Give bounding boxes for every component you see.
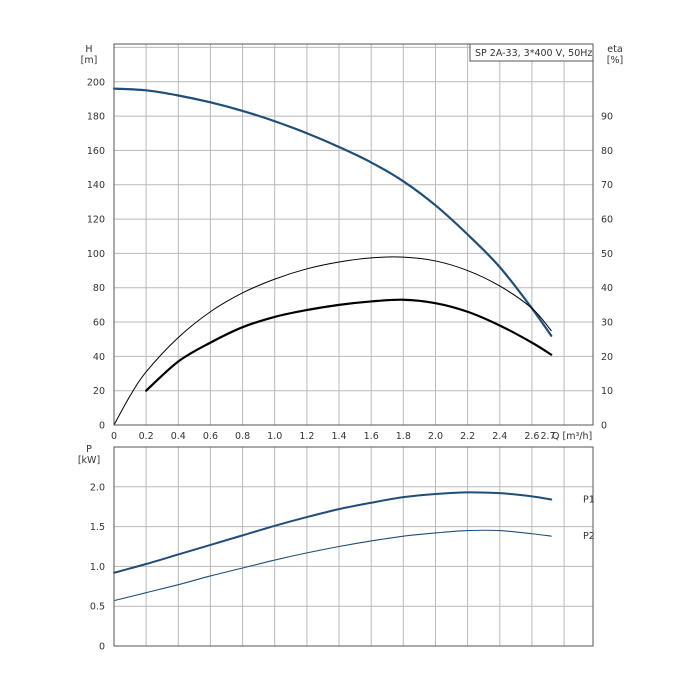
y2-tick-label: 60 xyxy=(601,215,613,226)
chart-labels: 0 0.2 0.4 0.6 0.8 1.0 1.2 1.4 1.6 1.8 2.0 2.2 2.4 2.6… xyxy=(78,44,623,653)
y2-tick-label: 40 xyxy=(601,283,613,294)
y2-tick-label: 10 xyxy=(601,386,613,397)
y-tick-label: 200 xyxy=(87,77,105,88)
x-tick-label: 1.0 xyxy=(267,431,282,442)
x-tick-label: 1.6 xyxy=(364,431,379,442)
p-tick-label: 1.0 xyxy=(90,562,105,573)
y-tick-label: 180 xyxy=(87,112,105,123)
bottom-plot-frame xyxy=(113,446,594,647)
y-tick-label: 100 xyxy=(87,249,105,260)
x-tick-label: 0.4 xyxy=(171,431,186,442)
y-tick-label: 20 xyxy=(93,386,105,397)
x-tick-label: 2.7 xyxy=(540,431,555,442)
y2-axis-label: eta xyxy=(607,44,622,55)
power-curve-p2 xyxy=(113,529,552,602)
x-tick-label: 1.2 xyxy=(299,431,314,442)
y2-tick-label: 50 xyxy=(601,249,613,260)
x-tick-label: 0 xyxy=(111,431,117,442)
y2-axis-label: [%] xyxy=(607,55,623,66)
y-axis-label: [m] xyxy=(81,55,98,66)
p-tick-label: 2.0 xyxy=(90,482,105,493)
bottom-grid xyxy=(114,447,593,646)
x-tick-label: 2.4 xyxy=(492,431,507,442)
y-tick-label: 140 xyxy=(87,180,105,191)
x-axis-label: Q [m³/h] xyxy=(552,431,592,442)
x-tick-label: 0.2 xyxy=(139,431,154,442)
series-label-p1: P1 xyxy=(583,495,595,506)
p-tick-label: 0 xyxy=(99,642,105,653)
x-tick-label: 2.6 xyxy=(524,431,539,442)
x-tick-label: 0.8 xyxy=(235,431,250,442)
power-curve-p1 xyxy=(113,491,553,574)
p-tick-label: 0.5 xyxy=(90,602,105,613)
y2-tick-label: 30 xyxy=(601,318,613,329)
top-plot-frame xyxy=(113,43,594,426)
x-tick-label: 1.8 xyxy=(396,431,411,442)
top-curves xyxy=(112,87,553,426)
y-tick-label: 60 xyxy=(93,318,105,329)
y2-tick-label: 20 xyxy=(601,352,613,363)
y-axis-label: H xyxy=(85,44,92,55)
x-tick-label: 0.6 xyxy=(203,431,218,442)
y2-tick-label: 0 xyxy=(601,421,607,432)
chart-title: SP 2A-33, 3*400 V, 50Hz xyxy=(475,48,592,59)
x-tick-label: 2.0 xyxy=(428,431,443,442)
y2-tick-label: 70 xyxy=(601,180,613,191)
y-tick-label: 40 xyxy=(93,352,105,363)
x-tick-label: 2.2 xyxy=(460,431,475,442)
title-box: SP 2A-33, 3*400 V, 50Hz xyxy=(469,43,594,62)
p-axis-label: [kW] xyxy=(78,455,100,466)
p-tick-label: 1.5 xyxy=(90,522,105,533)
y2-tick-label: 80 xyxy=(601,146,613,157)
p-axis-label: P xyxy=(86,444,92,455)
head-curve xyxy=(112,87,553,337)
series-label-p2: P2 xyxy=(583,531,595,542)
y-tick-label: 160 xyxy=(87,146,105,157)
y2-tick-label: 90 xyxy=(601,112,613,123)
title-box-frame xyxy=(469,43,594,62)
y-tick-label: 120 xyxy=(87,215,105,226)
top-grid xyxy=(114,44,593,425)
y-tick-label: 0 xyxy=(99,421,105,432)
bottom-curves xyxy=(113,491,553,602)
efficiency-curve-thick xyxy=(145,298,553,392)
x-tick-label: 1.4 xyxy=(331,431,346,442)
efficiency-curve-thin xyxy=(113,256,552,426)
y-tick-label: 80 xyxy=(93,283,105,294)
